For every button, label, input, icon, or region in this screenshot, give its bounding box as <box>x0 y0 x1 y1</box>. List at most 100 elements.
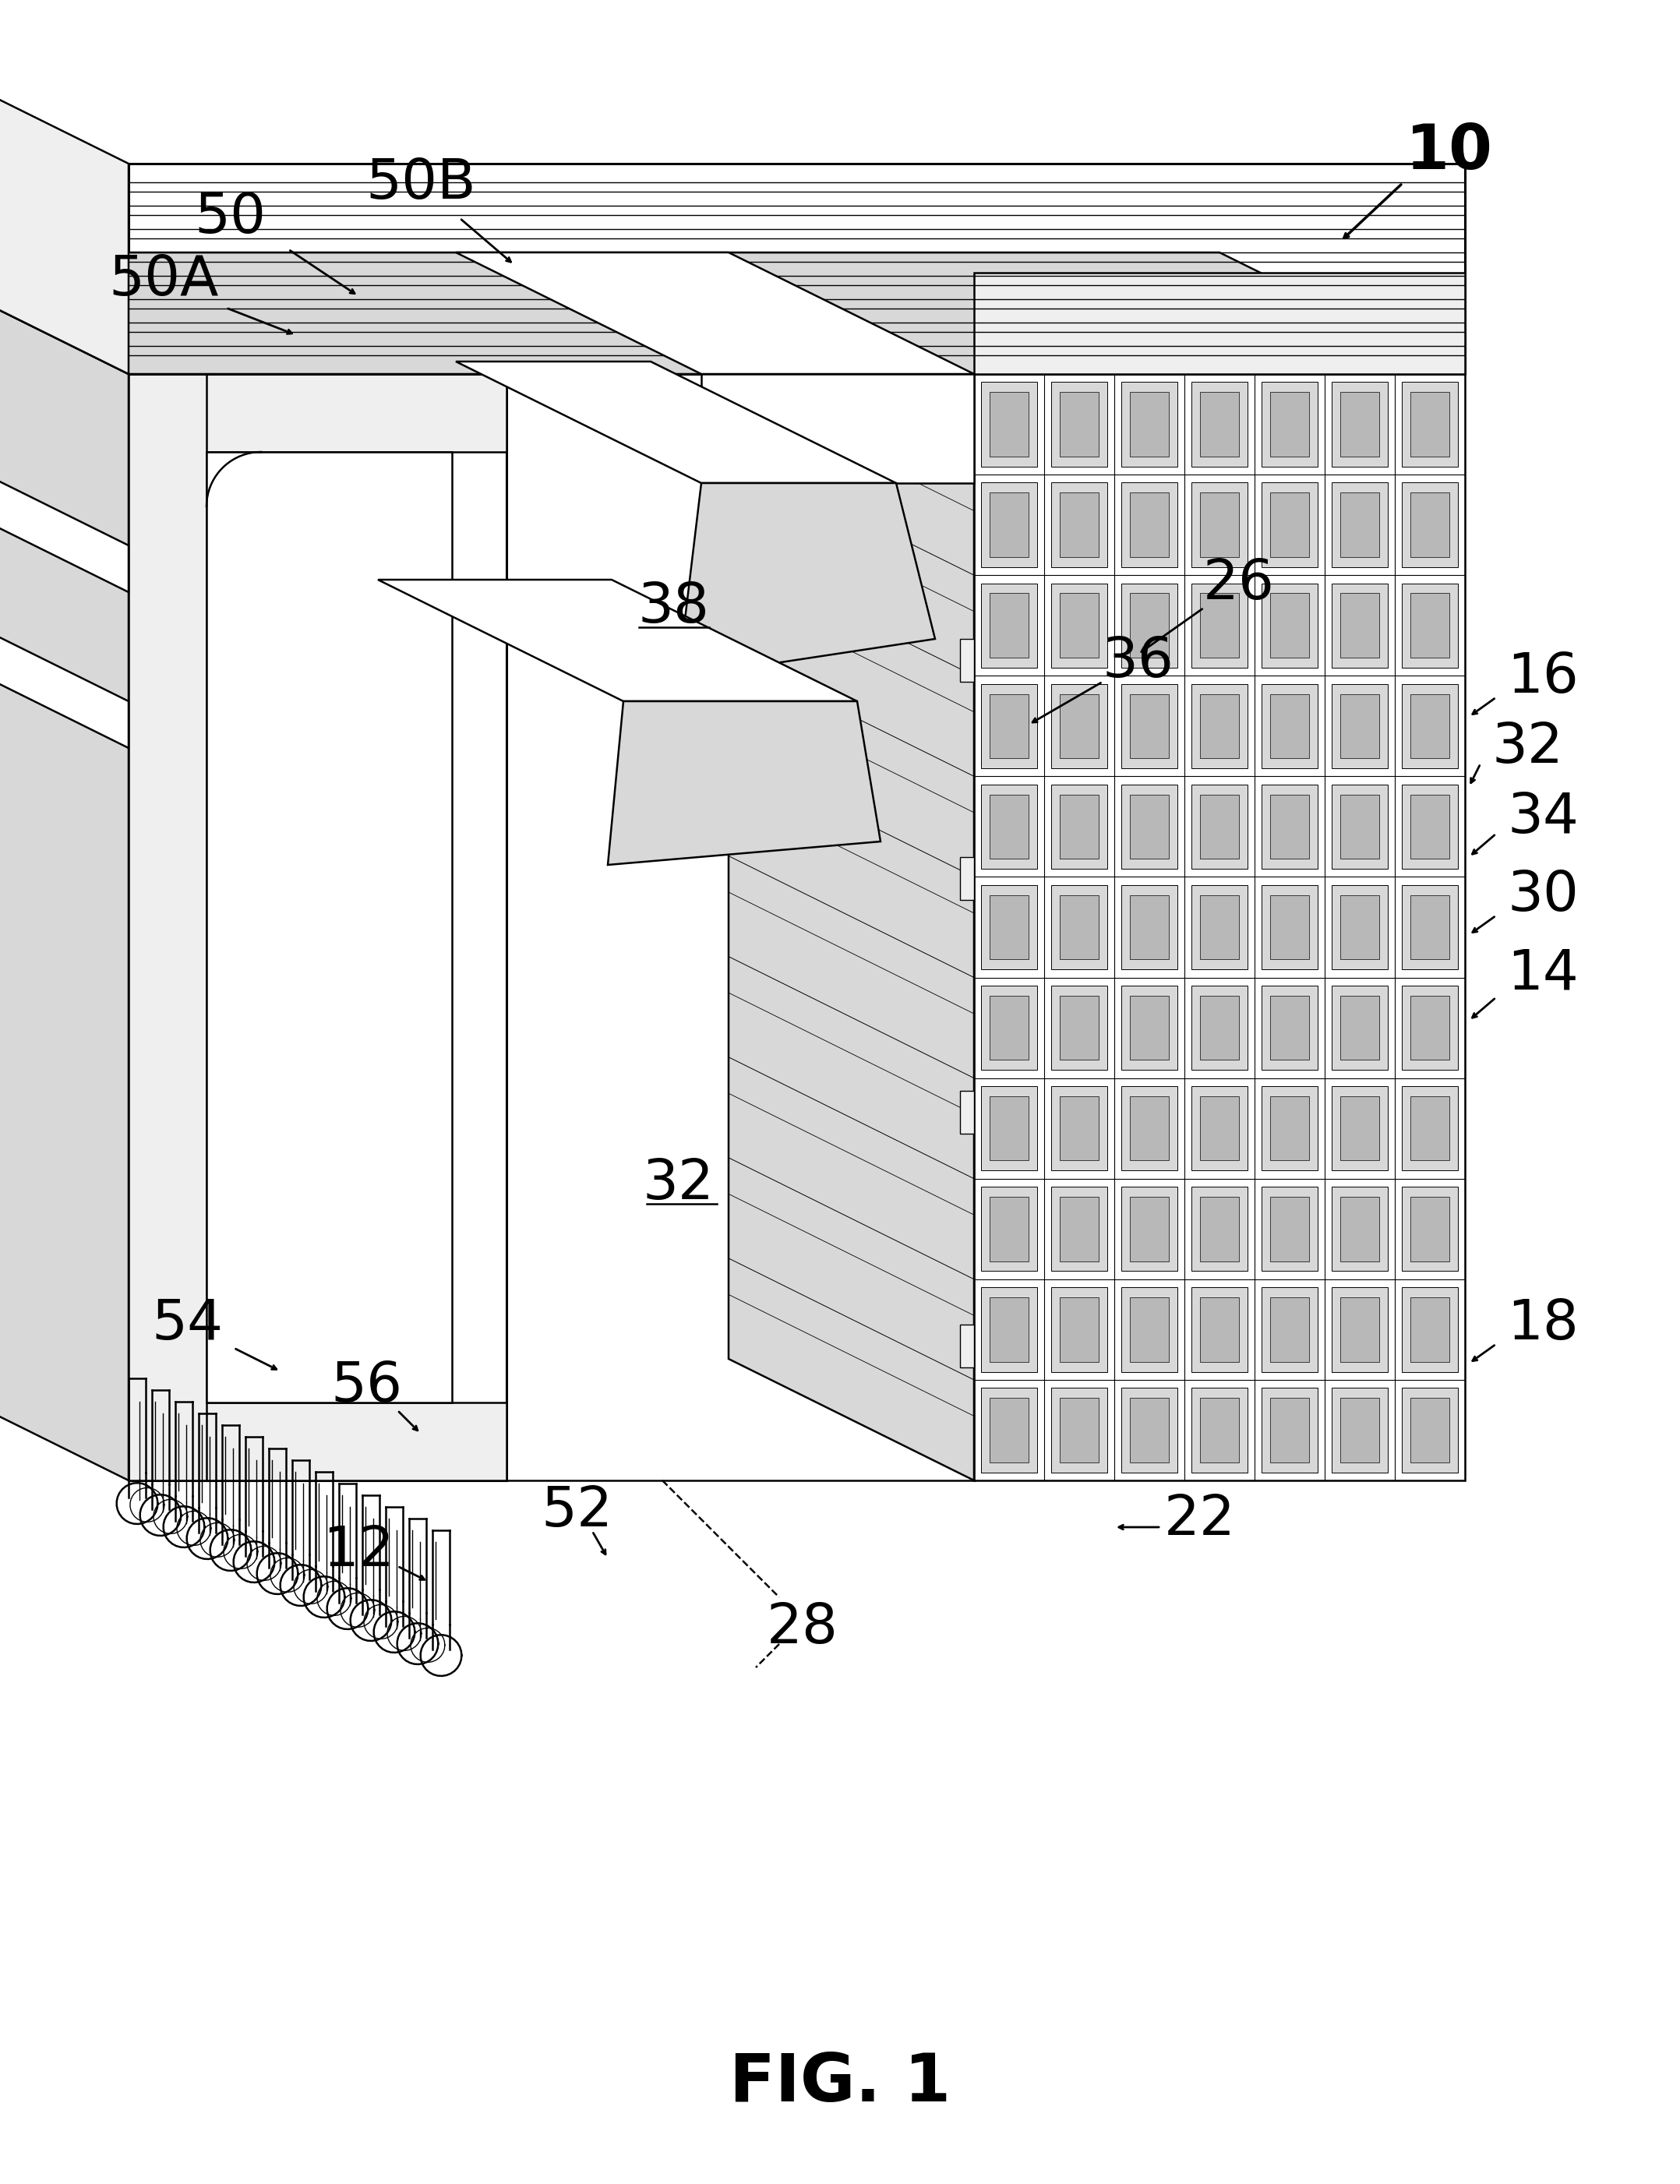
Polygon shape <box>1121 784 1178 869</box>
Text: 56: 56 <box>331 1361 402 1413</box>
Polygon shape <box>981 483 1037 568</box>
Polygon shape <box>990 795 1028 858</box>
Text: 22: 22 <box>1164 1492 1236 1546</box>
Polygon shape <box>990 1197 1028 1260</box>
Polygon shape <box>1129 895 1169 959</box>
Polygon shape <box>981 784 1037 869</box>
Polygon shape <box>1200 895 1240 959</box>
Polygon shape <box>1262 784 1317 869</box>
Polygon shape <box>1060 1197 1099 1260</box>
Polygon shape <box>1262 483 1317 568</box>
Polygon shape <box>129 373 506 1481</box>
Polygon shape <box>1121 583 1178 668</box>
Polygon shape <box>990 393 1028 456</box>
Polygon shape <box>1121 985 1178 1070</box>
Polygon shape <box>1129 795 1169 858</box>
Polygon shape <box>1191 684 1248 769</box>
Polygon shape <box>1129 1096 1169 1160</box>
Polygon shape <box>959 1324 974 1367</box>
Polygon shape <box>1262 1085 1317 1171</box>
Text: FIG. 1: FIG. 1 <box>729 2051 951 2114</box>
Text: 28: 28 <box>766 1601 838 1655</box>
Polygon shape <box>1332 382 1388 467</box>
Polygon shape <box>1341 393 1379 456</box>
Polygon shape <box>0 253 129 1481</box>
Polygon shape <box>1262 1186 1317 1271</box>
Polygon shape <box>1341 494 1379 557</box>
Polygon shape <box>1121 1085 1178 1171</box>
Text: 32: 32 <box>642 1158 714 1212</box>
Polygon shape <box>1052 985 1107 1070</box>
Polygon shape <box>455 253 974 373</box>
Polygon shape <box>981 1186 1037 1271</box>
Polygon shape <box>990 695 1028 758</box>
Polygon shape <box>1191 1286 1248 1372</box>
Polygon shape <box>981 382 1037 467</box>
Text: 54: 54 <box>151 1297 223 1352</box>
Polygon shape <box>1200 1398 1240 1463</box>
Polygon shape <box>1052 483 1107 568</box>
Text: 36: 36 <box>1102 636 1173 690</box>
Polygon shape <box>974 373 1465 1481</box>
Polygon shape <box>1401 684 1458 769</box>
Polygon shape <box>1410 393 1450 456</box>
Polygon shape <box>1270 1297 1309 1363</box>
Polygon shape <box>1262 1286 1317 1372</box>
Polygon shape <box>1200 795 1240 858</box>
Polygon shape <box>1341 695 1379 758</box>
Polygon shape <box>1332 1085 1388 1171</box>
Polygon shape <box>1270 996 1309 1059</box>
Polygon shape <box>1060 795 1099 858</box>
Polygon shape <box>1052 784 1107 869</box>
Text: 30: 30 <box>1507 869 1579 924</box>
Polygon shape <box>1060 1297 1099 1363</box>
Polygon shape <box>1410 494 1450 557</box>
Polygon shape <box>0 41 129 373</box>
Polygon shape <box>1410 1096 1450 1160</box>
Polygon shape <box>1341 1398 1379 1463</box>
Polygon shape <box>1052 885 1107 970</box>
Polygon shape <box>1401 1286 1458 1372</box>
Polygon shape <box>1052 684 1107 769</box>
Polygon shape <box>1262 885 1317 970</box>
Polygon shape <box>1052 1387 1107 1472</box>
Polygon shape <box>1341 1197 1379 1260</box>
Polygon shape <box>959 1090 974 1133</box>
Polygon shape <box>1262 985 1317 1070</box>
Polygon shape <box>129 373 506 452</box>
Polygon shape <box>1270 895 1309 959</box>
Polygon shape <box>1332 1286 1388 1372</box>
Polygon shape <box>1341 1096 1379 1160</box>
Text: 32: 32 <box>1492 721 1562 775</box>
Polygon shape <box>1129 996 1169 1059</box>
Polygon shape <box>981 985 1037 1070</box>
Polygon shape <box>981 583 1037 668</box>
Polygon shape <box>981 1085 1037 1171</box>
Polygon shape <box>1200 494 1240 557</box>
Polygon shape <box>1270 1096 1309 1160</box>
Polygon shape <box>981 1387 1037 1472</box>
Polygon shape <box>959 640 974 681</box>
Text: 34: 34 <box>1507 791 1579 845</box>
Polygon shape <box>990 494 1028 557</box>
Text: 16: 16 <box>1507 651 1579 705</box>
Polygon shape <box>1410 895 1450 959</box>
Polygon shape <box>1052 382 1107 467</box>
Polygon shape <box>1200 594 1240 657</box>
Polygon shape <box>455 363 895 483</box>
Polygon shape <box>1200 996 1240 1059</box>
Polygon shape <box>1129 1297 1169 1363</box>
Polygon shape <box>1332 1387 1388 1472</box>
Polygon shape <box>990 594 1028 657</box>
Polygon shape <box>1410 795 1450 858</box>
Polygon shape <box>129 164 1465 373</box>
Polygon shape <box>1052 1186 1107 1271</box>
Polygon shape <box>1270 393 1309 456</box>
Polygon shape <box>1332 885 1388 970</box>
Polygon shape <box>1060 1096 1099 1160</box>
Polygon shape <box>1332 1186 1388 1271</box>
Polygon shape <box>1121 1286 1178 1372</box>
Polygon shape <box>1332 684 1388 769</box>
Polygon shape <box>1262 382 1317 467</box>
Polygon shape <box>506 373 974 1481</box>
